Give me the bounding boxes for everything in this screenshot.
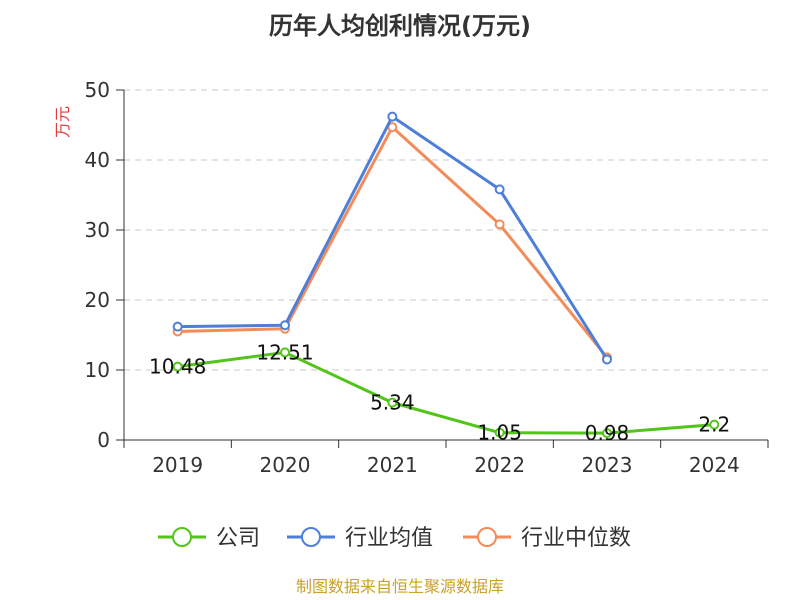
series-group [172,111,720,439]
legend-swatch-marker [172,527,192,547]
data-label: 2.2 [698,413,730,437]
legend: 公司 行业均值 行业中位数 [158,526,631,551]
data-label: 5.34 [370,391,415,415]
data-point [602,428,612,439]
series-line [177,350,715,435]
data-label: 1.05 [477,421,522,445]
data-label: 10.48 [149,355,206,379]
data-point [280,320,290,331]
data-point [709,419,720,430]
data-label: 0.98 [585,421,630,445]
y-tick-label: 40 [85,148,110,172]
series-line [177,125,609,359]
legend-label: 行业均值 [345,526,433,551]
x-tick-label: 2020 [260,453,311,477]
y-axis-label: 万元 [53,106,72,138]
y-tick-label: 10 [85,358,110,382]
data-point [387,111,398,122]
data-labels: 10.48 12.51 5.34 1.05 0.98 2.2 [149,340,730,445]
data-point [280,347,290,358]
chart-title: 历年人均创利情况(万元) [269,12,531,40]
data-point [494,427,505,438]
legend-label: 行业中位数 [521,526,631,551]
x-axis: 2019 2020 2021 2022 2023 2024 [123,439,769,477]
y-tick-label: 30 [85,218,110,242]
x-tick-label: 2022 [474,453,525,477]
y-tick-label: 0 [97,428,110,452]
x-tick-label: 2024 [689,453,740,477]
data-label: 12.51 [256,340,313,364]
legend-swatch-marker [301,527,321,547]
data-point [172,321,183,332]
legend-swatch-marker [477,527,497,547]
x-tick-label: 2023 [582,453,633,477]
source-note: 制图数据来自恒生聚源数据库 [296,577,504,596]
y-tick-labels: 0 10 20 30 40 50 [85,78,125,452]
x-tick-label: 2019 [152,453,203,477]
legend-label: 公司 [216,526,260,551]
data-point [602,354,612,365]
y-tick-label: 50 [85,78,110,102]
grid-lines [124,89,768,371]
series-line [177,115,609,361]
data-point [494,219,505,230]
data-point [172,361,183,372]
x-tick-label: 2021 [367,453,418,477]
y-tick-label: 20 [85,288,110,312]
data-point [387,397,398,408]
data-point [494,184,505,195]
